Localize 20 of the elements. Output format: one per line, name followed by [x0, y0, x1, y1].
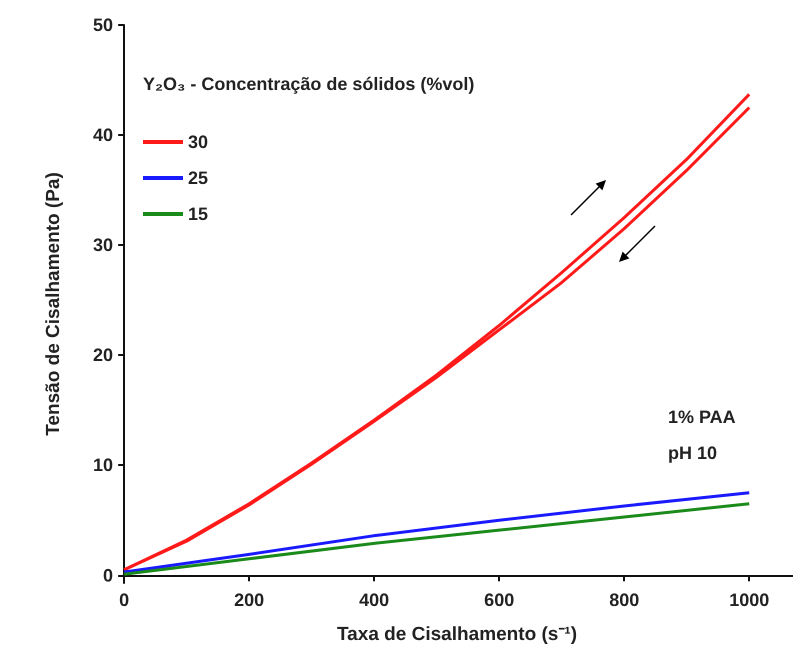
annotation: 1% PAA: [668, 407, 736, 427]
x-axis-title: Taxa de Cisalhamento (s⁻¹): [336, 624, 578, 645]
y-tick-label: 0: [102, 565, 113, 586]
x-tick-label: 0: [119, 590, 130, 610]
legend-label: 30: [188, 132, 208, 152]
x-tick-label: 600: [484, 590, 514, 610]
y-tick-label: 40: [92, 125, 113, 146]
x-tick-label: 200: [234, 590, 264, 610]
legend-label: 15: [188, 204, 208, 224]
x-tick-label: 800: [609, 590, 640, 610]
legend-label: 25: [188, 168, 208, 188]
y-tick-label: 20: [92, 345, 113, 366]
y-tick-label: 30: [92, 235, 113, 256]
annotation: pH 10: [668, 443, 718, 463]
legend-title: Y₂O₃ - Concentração de sólidos (%vol): [143, 74, 474, 94]
y-tick-label: 50: [92, 15, 113, 35]
x-tick-label: 1000: [729, 590, 770, 610]
x-tick-label: 400: [359, 590, 390, 610]
y-tick-label: 10: [92, 455, 113, 476]
y-axis-title: Tensão de Cisalhamento (Pa): [43, 172, 64, 436]
